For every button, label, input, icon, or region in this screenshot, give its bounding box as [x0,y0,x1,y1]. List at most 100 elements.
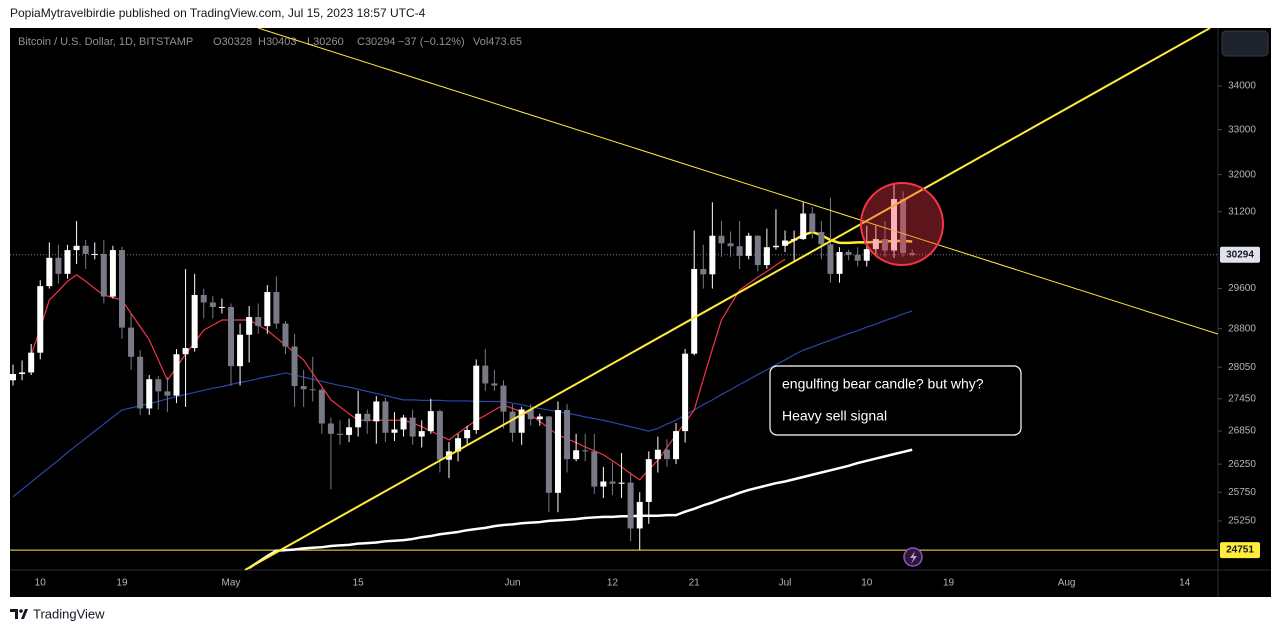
candle-body [891,199,898,251]
x-tick-label: 10 [861,578,873,589]
last-price-label: 30294 [1226,249,1254,260]
trend-line[interactable] [257,28,1218,335]
candle-body [482,365,489,384]
ohlc-low: L30260 [307,36,344,48]
candle-body [573,450,580,460]
candle-body [772,245,779,248]
candle-body [609,481,616,484]
candle-body [255,317,262,327]
candle-body [863,249,870,261]
y-tick-label: 33000 [1228,124,1256,135]
candle-body [518,409,525,433]
x-tick-label: 15 [353,578,365,589]
candle-body [645,459,652,502]
indicator-line [12,310,913,498]
candle-body [455,438,462,452]
candle-body [19,372,26,374]
candle-body [682,353,689,432]
candle-body [782,240,789,246]
candle-body [582,450,589,452]
candle-body [155,379,162,392]
x-tick-label: 14 [1179,578,1191,589]
publisher-line: PopiaMytravelbirdie published on Trading… [10,6,426,20]
drawings: engulfing bear candle? but why? Heavy se… [244,28,1218,570]
candle-body [709,235,716,275]
candle-body [900,199,907,254]
candle-body [318,389,325,424]
candle-body [300,386,307,390]
candle-body [137,356,144,409]
note-text: engulfing bear candle? but why? [782,376,984,392]
candle-body [164,391,171,396]
candle-body [182,348,189,355]
candle-body [809,213,816,232]
hline-price-label: 24751 [1226,545,1254,556]
x-tick-label: Jun [504,578,520,589]
candle-body [791,239,798,241]
highlight-circle[interactable] [860,182,944,266]
candle-body [209,302,216,307]
candle-body [73,245,80,251]
candle-body [527,409,534,420]
indicator-line [784,230,913,246]
candle-body [64,250,71,274]
candle-body [355,413,362,428]
candle-body [346,427,353,435]
candle-body [400,417,407,430]
y-tick-label: 25250 [1228,516,1256,527]
candle-body [282,323,289,347]
candle-body [427,411,434,432]
candle-body [10,373,16,381]
candle-body [845,252,852,255]
event-bolt [910,551,917,564]
candle-body [654,449,661,460]
symbol-title: Bitcoin / U.S. Dollar, 1D, BITSTAMP [18,36,193,48]
candle-body [364,413,371,422]
candle-body [491,383,498,386]
candle-body [200,295,207,303]
candle-body [291,346,298,387]
candle-body [818,231,825,245]
note-box[interactable] [769,365,1022,436]
candle-body [237,334,244,367]
candle-body [627,482,634,529]
x-tick-label: May [222,578,241,589]
candle-body [618,482,625,484]
candle-body [382,401,389,433]
candle-body [373,401,380,422]
x-tick-label: 19 [943,578,955,589]
indicator-line [248,448,913,570]
plot-area [10,183,1218,570]
y-tick-label: 26250 [1228,459,1256,470]
y-tick-label: 25750 [1228,487,1256,498]
note-text: Heavy sell signal [782,408,887,424]
candle-body [464,430,471,439]
candle-body [545,416,552,493]
candle-body [763,247,770,266]
candle-body [727,243,734,247]
candle-body [564,410,571,460]
candle-body [109,250,116,297]
x-tick-label: 12 [607,578,619,589]
x-tick-label: Jul [779,578,792,589]
scale-button[interactable] [1221,30,1269,57]
candle-body [718,235,725,244]
candle-body [91,253,98,255]
ohlc-high: H30403 [258,36,297,48]
candle-body [273,292,280,324]
candle-body [100,253,107,297]
candle-body [246,317,253,335]
last-price-box [1220,246,1260,263]
candle-body [264,292,271,327]
trend-line[interactable] [244,28,1211,570]
candle-body [46,257,53,287]
candle-body [836,252,843,274]
candle-body [636,501,643,529]
y-tick-label: 28800 [1228,323,1256,334]
y-tick-label: 31200 [1228,206,1256,217]
candle-body [55,257,62,274]
candle-body [436,411,443,460]
candle-body [309,389,316,391]
candle-body [128,327,135,357]
